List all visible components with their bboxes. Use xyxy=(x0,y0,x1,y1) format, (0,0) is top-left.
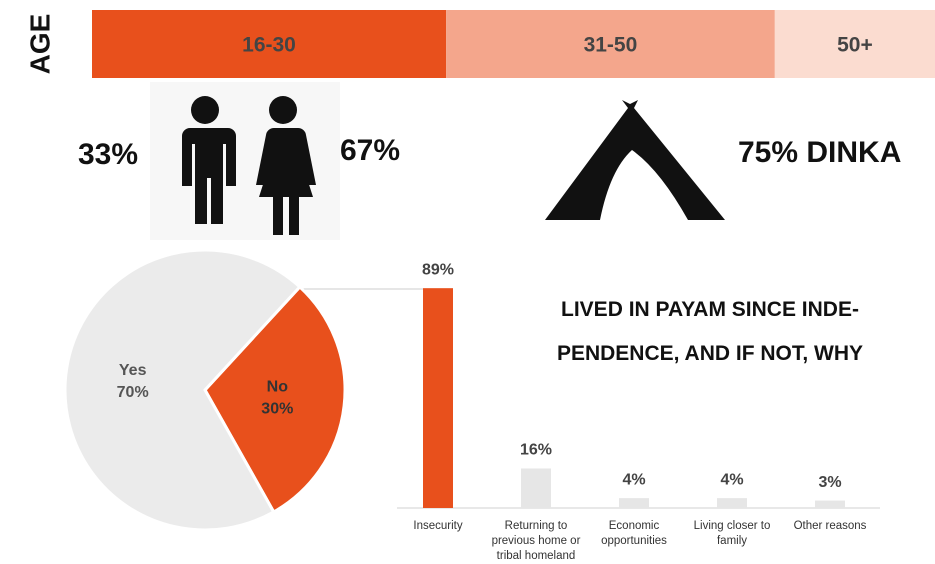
pie-slice xyxy=(63,248,302,532)
bar-value-label: 89% xyxy=(422,261,454,278)
bar xyxy=(815,500,845,508)
people-icon xyxy=(150,82,340,240)
age-segment xyxy=(446,10,775,78)
age-segment xyxy=(92,10,447,78)
bar-value-label: 16% xyxy=(520,442,552,459)
tent-icon xyxy=(545,100,725,220)
age-category: 50+ xyxy=(837,34,873,57)
x-tick-label: Economic opportunities xyxy=(601,520,667,547)
x-tick-label: Living closer to family xyxy=(693,520,771,547)
bar xyxy=(619,498,649,508)
age-segment xyxy=(774,10,935,78)
pie-category: Yes xyxy=(119,362,147,379)
bar-value-label: 4% xyxy=(720,471,743,488)
x-tick-label: Insecurity xyxy=(413,520,463,532)
age-label: AGE xyxy=(24,14,55,75)
bar-value-label: 3% xyxy=(818,474,841,491)
x-tick-label: Returning to previous home or tribal hom… xyxy=(491,520,581,562)
female-share: 67% xyxy=(340,134,401,167)
bar-value-label: 4% xyxy=(622,471,645,488)
bar xyxy=(717,498,747,508)
ethnicity: 75% DINKA xyxy=(738,136,902,169)
pie-value-label: 70% xyxy=(117,384,149,401)
bar xyxy=(521,468,551,508)
bar xyxy=(423,288,453,508)
male-share: 33% xyxy=(78,138,139,171)
age-category: 16-30 xyxy=(242,34,296,57)
x-tick-label: Other reasons xyxy=(793,520,867,532)
age-category: 31-50 xyxy=(584,34,638,57)
chart-title: LIVED IN PAYAM SINCE INDE-PENDENCE, AND … xyxy=(556,298,864,365)
pie-value-label: 30% xyxy=(261,401,293,418)
pie-category: No xyxy=(267,379,289,396)
pie-slice xyxy=(203,284,347,515)
